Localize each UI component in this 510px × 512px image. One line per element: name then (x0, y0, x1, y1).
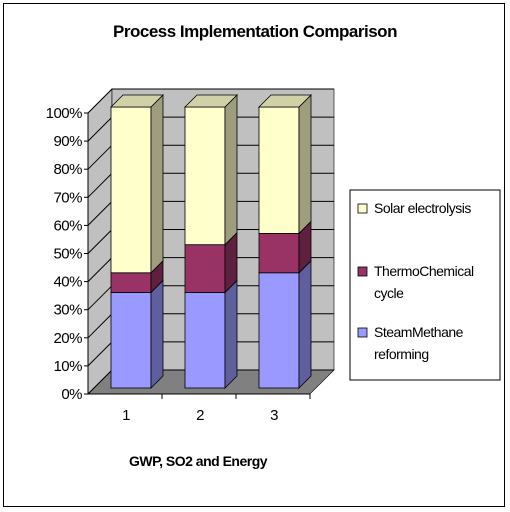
y-tick-label: 100% (46, 105, 83, 122)
bar-3-solar-electrolysis-front (258, 106, 300, 234)
bar-2-solar-electrolysis-front (184, 106, 226, 246)
legend: Solar electrolysis ThermoChemical cycle Ste… (349, 189, 501, 381)
bar-2-thermochemical-cycle-front (184, 244, 226, 293)
x-tick-label: 1 (122, 407, 130, 424)
bar-1-steammethane-reforming-front (110, 292, 152, 389)
y-tick-label: 80% (53, 161, 82, 178)
plot-area: 0% 10% 20% 30% 40% 50% 60% 70% 80% 90% 100% 1 2 3 (46, 88, 335, 424)
y-tick-label: 30% (53, 302, 82, 319)
bar-3-steammethane-reforming-side (298, 259, 312, 389)
legend-label: ThermoChemical (374, 263, 474, 279)
bar-2-steammethane-reforming-front (184, 292, 226, 389)
x-tick-label: 3 (270, 407, 278, 424)
legend-swatch (357, 266, 368, 277)
y-tick-label: 40% (53, 274, 82, 291)
y-tick-label: 20% (53, 330, 82, 347)
y-tick-label: 0% (61, 386, 82, 403)
y-tick-label: 60% (53, 217, 82, 234)
y-tick-label: 50% (53, 246, 82, 263)
bar-1-solar-electrolysis-side (150, 94, 164, 274)
legend-label: cycle (374, 285, 404, 301)
legend-label: Solar electrolysis (374, 200, 471, 216)
bar-3-solar-electrolysis-side (298, 94, 312, 235)
bar-1-thermochemical-cycle-front (110, 272, 152, 293)
x-tick-label: 2 (196, 407, 204, 424)
legend-swatch (357, 327, 368, 338)
legend-label: SteamMethane (374, 324, 464, 340)
bar-1-steammethane-reforming-side (150, 279, 164, 389)
x-axis-title: GWP, SO2 and Energy (129, 453, 268, 469)
gridline (87, 88, 334, 114)
y-tick-label: 10% (53, 358, 82, 375)
y-tick-label: 90% (53, 133, 82, 150)
bar-3-steammethane-reforming-front (258, 272, 300, 389)
bar-2-solar-electrolysis-side (224, 94, 238, 246)
bar-1-top (110, 94, 164, 108)
bar-2-steammethane-reforming-side (224, 279, 238, 389)
chart-title: Process Implementation Comparison (113, 22, 397, 41)
bar-2-top (184, 94, 238, 108)
bar-3-top (258, 94, 312, 108)
bar-3-thermochemical-cycle-front (258, 233, 300, 274)
legend-box (349, 189, 501, 381)
legend-swatch (357, 203, 368, 214)
y-tick-label: 70% (53, 189, 82, 206)
legend-label: reforming (374, 346, 429, 362)
bar-1-solar-electrolysis-front (110, 106, 152, 274)
